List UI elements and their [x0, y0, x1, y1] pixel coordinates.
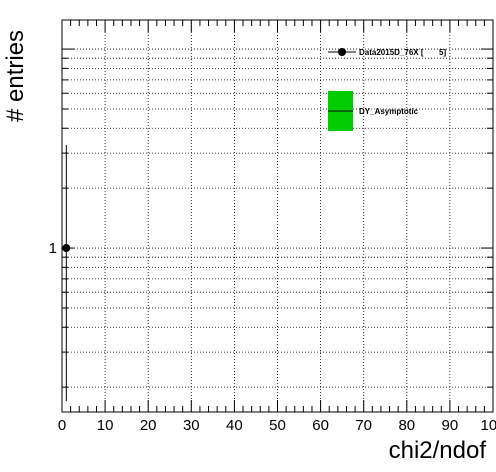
x-axis-title: chi2/ndof: [389, 437, 487, 464]
y-tick-labels: 1: [49, 240, 57, 257]
data-marks: [62, 144, 71, 402]
legend-data-marker: [338, 48, 346, 56]
legend-label-dy: DY_Asymptotic: [359, 107, 419, 116]
grid: [62, 20, 493, 412]
x-tick-label: 30: [183, 417, 200, 434]
x-tick-label: 50: [269, 417, 286, 434]
x-tick-label: 20: [140, 417, 157, 434]
x-tick-label: 80: [398, 417, 415, 434]
x-tick-label: 60: [312, 417, 329, 434]
x-tick-label: 10: [97, 417, 114, 434]
legend: Data2015D_76X [ 5] DY_Asymptotic: [328, 48, 446, 131]
x-tick-label: 90: [442, 417, 459, 434]
x-tick-label: 100: [480, 417, 496, 434]
axis-ticks: [61, 20, 494, 412]
x-tick-label: 70: [355, 417, 372, 434]
x-tick-label: 40: [226, 417, 243, 434]
y-axis-title: # entries: [2, 30, 29, 122]
x-tick-labels: 0 10 20 30 40 50 60 70 80 90 100: [58, 417, 496, 434]
legend-label-data: Data2015D_76X [ 5]: [359, 48, 446, 57]
data-point: [62, 244, 71, 253]
x-tick-label: 0: [58, 417, 66, 434]
y-tick-label: 1: [49, 240, 57, 257]
